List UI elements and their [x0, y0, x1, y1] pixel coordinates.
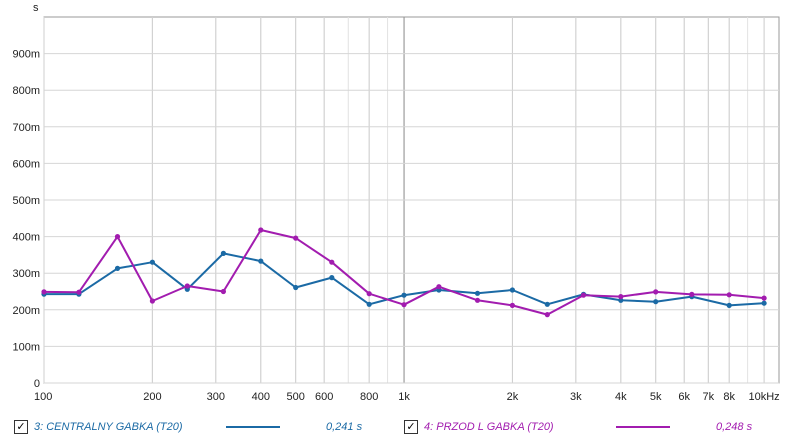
series-point [580, 292, 587, 298]
series-3-label: 3: CENTRALNY GABKA (T20) [34, 421, 183, 433]
series-point [401, 292, 407, 298]
x-tick-label: 10kHz [749, 391, 780, 403]
series-4-value: 0,248 s [716, 421, 753, 433]
x-tick-label: 1k [398, 391, 410, 403]
series-point [436, 284, 442, 290]
series-point [76, 289, 82, 295]
series-point [293, 284, 299, 291]
series-point [509, 287, 515, 293]
series-point [329, 259, 335, 265]
x-tick-label: 3k [570, 391, 582, 403]
legend: ✓ 3: CENTRALNY GABKA (T20) 0,241 s ✓ 4: … [0, 414, 800, 440]
legend-item-series-3: ✓ 3: CENTRALNY GABKA (T20) [14, 414, 183, 440]
y-tick-label: 700m [12, 122, 40, 134]
y-tick-label: 400m [12, 232, 40, 244]
series-point [474, 297, 481, 303]
series-point [114, 265, 121, 271]
series-point [726, 292, 732, 298]
series-point [761, 295, 767, 301]
series-point [689, 291, 695, 297]
y-tick-label: 100m [12, 341, 40, 353]
y-tick-label: 300m [12, 268, 40, 280]
series-point [366, 291, 372, 297]
x-tick-label: 200 [143, 391, 161, 403]
series-point [184, 283, 190, 289]
legend-item-series-4: ✓ 4: PRZOD L GABKA (T20) [404, 414, 554, 440]
tick-labels: 100 200 300 400 500 600 800 1k 2k 3k 4k 5k 6k 7k 8k 10k… [12, 49, 779, 403]
series-4-swatch [616, 426, 670, 428]
series-3-checkbox[interactable]: ✓ [14, 420, 28, 434]
series-point [618, 294, 624, 300]
y-tick-label: 600m [12, 158, 40, 170]
series-point [618, 297, 624, 303]
series-3-value: 0,241 s [326, 421, 363, 433]
series-point [293, 235, 299, 241]
series-point [761, 300, 767, 306]
series-point [149, 298, 155, 304]
series-point [474, 290, 481, 296]
y-tick-label: 200m [12, 305, 40, 317]
series-point [220, 250, 226, 256]
series-point [258, 258, 264, 264]
x-tick-label: 500 [286, 391, 304, 403]
series-point [544, 312, 550, 318]
y-tick-label: 500m [12, 195, 40, 207]
x-tick-label: 5k [650, 391, 662, 403]
series-4-checkbox[interactable]: ✓ [404, 420, 418, 434]
series-point [329, 275, 335, 281]
y-tick-label: 0 [34, 378, 40, 390]
y-tick-label: 900m [12, 49, 40, 61]
y-tick-label: 800m [12, 85, 40, 97]
rt60-chart: 100 200 300 400 500 600 800 1k 2k 3k 4k 5k 6k 7k 8k 10k… [12, 2, 779, 403]
series-point [544, 301, 550, 307]
series-layer [41, 227, 767, 318]
series-point [149, 259, 155, 265]
y-unit-label: s [33, 2, 39, 14]
series-point [653, 299, 659, 305]
x-tick-label: 400 [252, 391, 270, 403]
series-point [509, 302, 515, 308]
x-tick-label: 7k [703, 391, 715, 403]
x-tick-label: 6k [678, 391, 690, 403]
series-point [41, 289, 47, 295]
x-tick-label: 4k [615, 391, 627, 403]
series-point [258, 227, 264, 233]
x-tick-label: 2k [507, 391, 519, 403]
grid-lines [43, 17, 779, 384]
x-tick-label: 100 [34, 391, 52, 403]
series-point [114, 234, 121, 240]
x-tick-label: 600 [315, 391, 333, 403]
series-point [726, 302, 732, 308]
series-point [401, 302, 407, 308]
series-3-swatch [226, 426, 280, 428]
x-tick-label: 8k [723, 391, 735, 403]
series-point [653, 289, 659, 295]
series-point [220, 288, 226, 295]
x-tick-label: 800 [360, 391, 378, 403]
series-4-label: 4: PRZOD L GABKA (T20) [424, 421, 554, 433]
series-point [366, 301, 372, 307]
x-tick-label: 300 [207, 391, 225, 403]
